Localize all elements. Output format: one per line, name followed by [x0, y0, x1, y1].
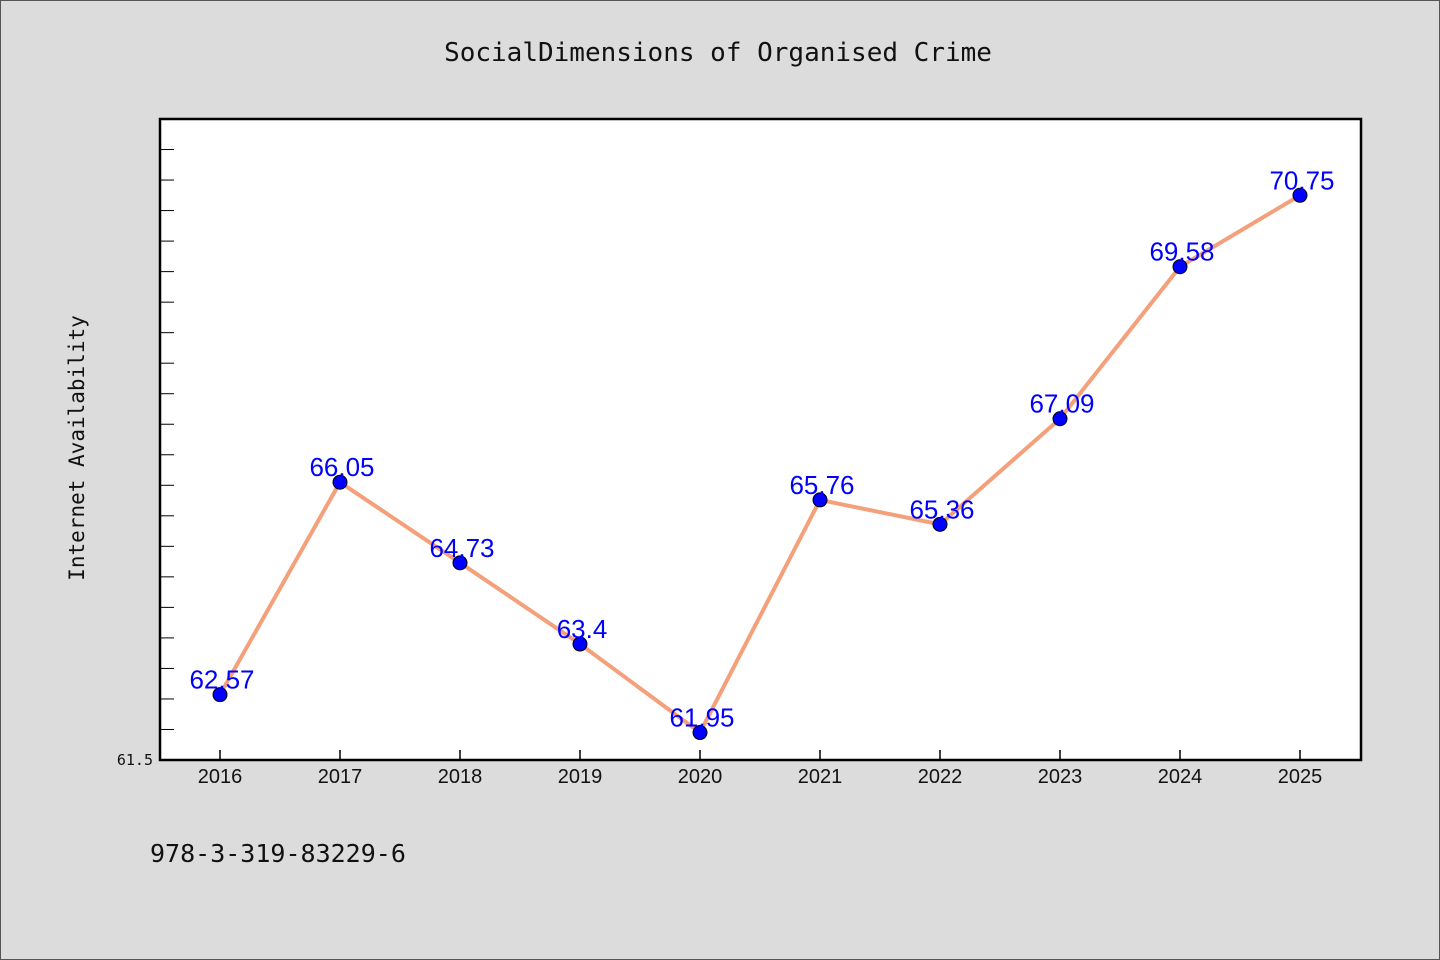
data-label: 62.57	[189, 665, 254, 695]
data-point	[572, 636, 588, 652]
data-label: 67.09	[1029, 389, 1094, 419]
data-label: 65.36	[909, 494, 974, 524]
x-tick-label: 2017	[318, 766, 363, 788]
data-label: 70.75	[1269, 165, 1334, 195]
data-point	[932, 516, 948, 532]
x-tick-label: 2024	[1158, 766, 1203, 788]
data-point	[1172, 259, 1188, 275]
data-point	[212, 687, 228, 703]
data-label: 64.73	[429, 533, 494, 563]
data-point	[1292, 187, 1308, 203]
x-tick-label: 2025	[1278, 766, 1323, 788]
data-point	[452, 555, 468, 571]
x-tick-label: 2021	[798, 766, 843, 788]
x-tick-label: 2022	[918, 766, 963, 788]
series-line	[218, 193, 1302, 735]
data-labels: 62.57 66.05 64.73 63.4 61.95 65.76 65.36 67.09 6…	[189, 165, 1334, 732]
data-label: 65.76	[789, 470, 854, 500]
x-tick-label: 2020	[678, 766, 723, 788]
data-label: 66.05	[309, 452, 374, 482]
y-tick-label: 61.5	[117, 751, 153, 769]
x-axis-ticks: 2016 2017 2018 2019 2020 2021 2022 2023 2024 2025	[198, 750, 1323, 788]
x-tick-label: 2016	[198, 766, 243, 788]
plot-area	[160, 119, 1361, 760]
data-label: 63.4	[557, 614, 608, 644]
data-point	[1052, 411, 1068, 427]
plot-border	[158, 117, 1363, 762]
data-points	[212, 187, 1308, 741]
chart-title: SocialDimensions of Organised Crime	[444, 38, 992, 68]
x-tick-label: 2023	[1038, 766, 1083, 788]
data-label: 69.58	[1149, 237, 1214, 267]
isbn-footer: 978-3-319-83229-6	[150, 839, 406, 868]
x-tick-label: 2018	[438, 766, 483, 788]
data-point	[332, 474, 348, 490]
series-polyline	[218, 193, 1302, 735]
data-point	[812, 492, 828, 508]
y-axis-label: Internet Availability	[65, 315, 89, 581]
data-point	[692, 725, 708, 741]
x-tick-label: 2019	[558, 766, 603, 788]
data-label: 61.95	[669, 703, 734, 733]
